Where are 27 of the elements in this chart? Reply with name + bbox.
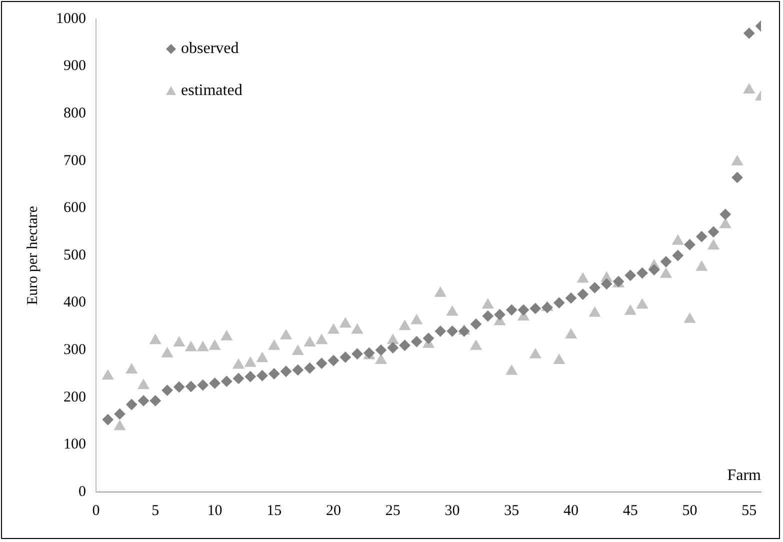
y-tick-label: 600 [64, 200, 86, 216]
y-tick-label: 200 [64, 389, 86, 406]
y-tick-label: 500 [64, 247, 86, 264]
x-tick-label: 0 [92, 502, 100, 519]
x-axis-title: Farm [727, 467, 762, 484]
x-tick-label: 15 [266, 502, 282, 519]
y-tick-label: 0 [78, 484, 86, 500]
x-tick-label: 45 [622, 502, 638, 519]
y-tick-label: 800 [64, 106, 86, 122]
x-tick-label: 40 [564, 502, 578, 519]
y-tick-label: 400 [64, 294, 86, 311]
x-tick-label: 10 [207, 502, 222, 519]
y-tick-label: 900 [64, 58, 86, 74]
x-tick-label: 5 [152, 502, 160, 519]
x-tick-label: 25 [385, 502, 400, 519]
y-tick-label: 700 [64, 152, 86, 169]
x-tick-label: 35 [504, 502, 520, 519]
x-tick-label: 20 [326, 502, 341, 519]
y-tick-label: 300 [64, 342, 86, 358]
y-tick-label: 1000 [56, 10, 86, 27]
legend-label: estimated [181, 82, 242, 100]
x-tick-label: 55 [742, 502, 757, 519]
legend-label: observed [181, 40, 239, 58]
x-tick-label: 30 [444, 502, 460, 519]
y-axis-title: Euro per hectare [24, 206, 41, 306]
y-tick-label: 100 [64, 436, 86, 453]
x-tick-label: 50 [682, 502, 698, 519]
